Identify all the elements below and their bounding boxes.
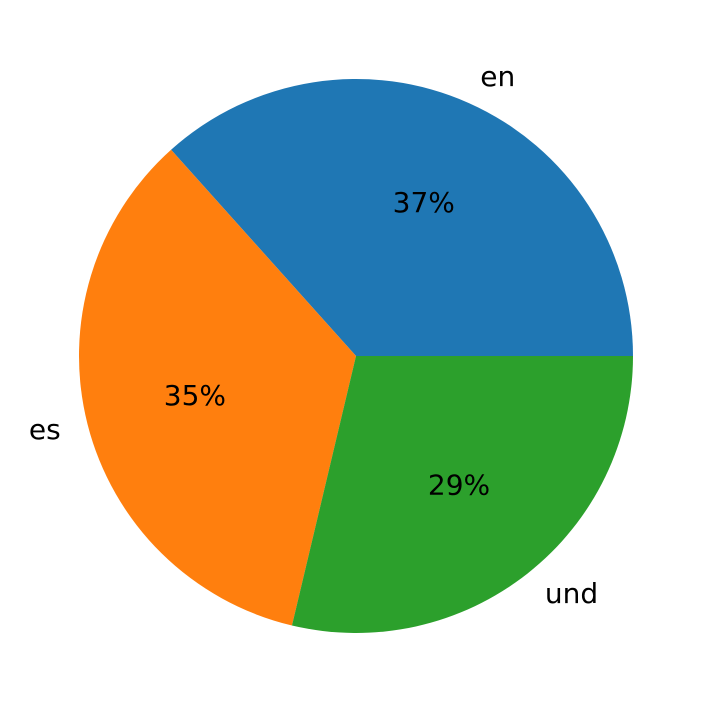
value-label: 29%: [428, 468, 490, 501]
slice-label: en: [480, 60, 515, 93]
pie-slice: [171, 79, 634, 356]
slice-label: es: [29, 413, 61, 446]
value-label: 35%: [164, 379, 226, 412]
value-label: 37%: [393, 186, 455, 219]
pie-slice: [291, 356, 633, 633]
slice-label: und: [545, 577, 598, 610]
pie-slice: [79, 149, 357, 626]
